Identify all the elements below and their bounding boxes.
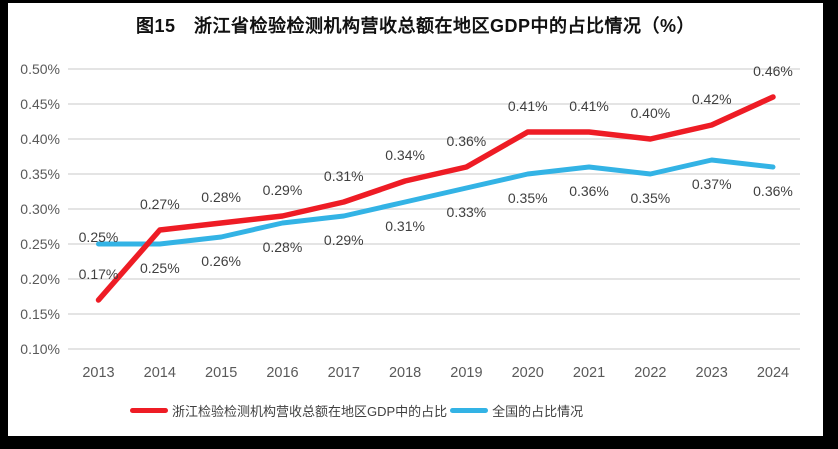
data-label-zhejiang: 0.36% — [447, 133, 487, 149]
data-label-zhejiang: 0.42% — [692, 91, 732, 107]
data-label-national: 0.35% — [631, 190, 671, 206]
y-tick-label: 0.10% — [20, 341, 60, 357]
data-label-national: 0.31% — [385, 218, 425, 234]
data-label-zhejiang: 0.17% — [79, 266, 119, 282]
x-tick-label: 2020 — [512, 365, 544, 381]
data-label-zhejiang: 0.27% — [140, 196, 180, 212]
x-tick-label: 2019 — [450, 365, 482, 381]
x-tick-label: 2021 — [573, 365, 605, 381]
data-label-zhejiang: 0.29% — [263, 182, 303, 198]
x-tick-label: 2015 — [205, 365, 237, 381]
data-label-national: 0.29% — [324, 232, 364, 248]
x-tick-label: 2018 — [389, 365, 421, 381]
series-line-national — [96, 157, 776, 247]
data-label-national: 0.33% — [447, 204, 487, 220]
chart-legend: 浙江检验检测机构营收总额在地区GDP中的占比 全国的占比情况 — [130, 401, 583, 420]
legend-item-zhejiang: 浙江检验检测机构营收总额在地区GDP中的占比 — [130, 401, 447, 420]
legend-line-national-icon — [450, 408, 489, 413]
data-label-national: 0.35% — [508, 190, 548, 206]
chart-canvas: 图15 浙江省检验检测机构营收总额在地区GDP中的占比情况（%） 0.50% 0.… — [8, 3, 823, 436]
legend-label-national: 全国的占比情况 — [492, 404, 584, 419]
x-tick-label: 2023 — [696, 365, 728, 381]
data-label-national: 0.25% — [140, 260, 180, 276]
x-tick-label: 2013 — [82, 365, 114, 381]
data-label-zhejiang: 0.28% — [201, 189, 241, 205]
series-line-zhejiang — [95, 94, 776, 303]
chart-title: 图15 浙江省检验检测机构营收总额在地区GDP中的占比情况（%） — [135, 16, 696, 36]
y-tick-label: 0.40% — [20, 131, 60, 147]
data-label-national: 0.37% — [692, 176, 732, 192]
legend-line-zhejiang-icon — [130, 408, 168, 413]
y-tick-label: 0.25% — [20, 236, 60, 252]
x-tick-label: 2024 — [757, 365, 789, 381]
data-label-national: 0.25% — [79, 229, 119, 245]
legend-item-national: 全国的占比情况 — [450, 401, 583, 420]
data-label-national: 0.26% — [201, 253, 241, 269]
x-tick-label: 2022 — [634, 365, 666, 381]
data-label-zhejiang: 0.41% — [508, 98, 548, 114]
y-tick-label: 0.50% — [20, 61, 60, 77]
data-label-zhejiang: 0.31% — [324, 168, 364, 184]
y-tick-label: 0.45% — [20, 96, 60, 112]
y-tick-label: 0.20% — [20, 271, 60, 287]
data-label-zhejiang: 0.40% — [631, 105, 671, 121]
data-label-zhejiang: 0.46% — [753, 63, 793, 79]
data-label-national: 0.36% — [753, 183, 793, 199]
line-chart-plot: 0.50% 0.45% 0.40% 0.35% 0.30% 0.25% 0.20% 0.15%… — [20, 61, 800, 381]
y-tick-label: 0.30% — [20, 201, 60, 217]
y-tick-label: 0.15% — [20, 306, 60, 322]
y-tick-label: 0.35% — [20, 166, 60, 182]
data-label-national: 0.36% — [569, 183, 609, 199]
data-label-zhejiang: 0.34% — [385, 147, 425, 163]
x-tick-label: 2017 — [328, 365, 360, 381]
x-tick-label: 2016 — [266, 365, 298, 381]
legend-label-zhejiang: 浙江检验检测机构营收总额在地区GDP中的占比 — [172, 404, 448, 419]
data-label-national: 0.28% — [263, 239, 303, 255]
data-label-zhejiang: 0.41% — [569, 98, 609, 114]
x-tick-label: 2014 — [144, 365, 176, 381]
